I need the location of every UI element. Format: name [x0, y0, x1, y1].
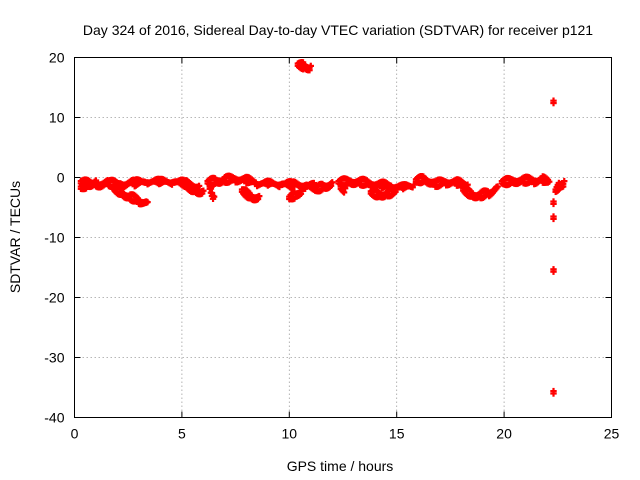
- data-point: [210, 193, 218, 200]
- data-point: [494, 183, 501, 190]
- data-point: [550, 215, 557, 223]
- data-point: [144, 198, 151, 206]
- x-tick-label: 20: [496, 426, 512, 442]
- data-point: [298, 185, 306, 192]
- y-tick-label: -30: [44, 350, 64, 366]
- data-point: [297, 190, 305, 197]
- y-tick-label: -40: [44, 410, 64, 426]
- data-point: [559, 183, 567, 190]
- y-tick-label: -20: [44, 290, 64, 306]
- data-point: [550, 200, 557, 208]
- data-point: [329, 179, 336, 186]
- data-point: [92, 177, 100, 184]
- data-point: [393, 186, 400, 193]
- data-point: [307, 62, 314, 70]
- tick-labels: 0 5 10 15 20 25 -40 -30 -20 -10 0 10 20: [44, 50, 619, 442]
- data-point: [306, 66, 313, 74]
- data-point: [200, 187, 207, 194]
- y-tick-label: 10: [49, 110, 65, 126]
- y-axis-title: SDTVAR / TECUs: [7, 181, 23, 293]
- data-point: [550, 390, 557, 397]
- data-point: [561, 177, 568, 185]
- x-tick-label: 15: [389, 426, 405, 442]
- data-point: [256, 192, 263, 200]
- x-tick-label: 0: [71, 426, 79, 442]
- data-point: [341, 185, 349, 192]
- data-points: [77, 59, 568, 397]
- x-tick-label: 10: [282, 426, 298, 442]
- data-point: [91, 180, 98, 188]
- data-point: [550, 268, 557, 275]
- x-tick-label: 5: [178, 426, 186, 442]
- y-tick-label: 20: [49, 50, 65, 66]
- y-tick-label: 0: [57, 170, 65, 186]
- plot-frame: [74, 57, 612, 418]
- grid: [74, 57, 612, 418]
- data-point: [550, 99, 557, 107]
- x-tick-label: 25: [604, 426, 620, 442]
- chart-title: Day 324 of 2016, Sidereal Day-to-day VTE…: [83, 22, 593, 38]
- data-point: [327, 182, 335, 189]
- data-point: [195, 182, 203, 190]
- y-tick-label: -10: [44, 230, 64, 246]
- x-axis-title: GPS time / hours: [287, 458, 394, 474]
- data-point: [546, 178, 553, 185]
